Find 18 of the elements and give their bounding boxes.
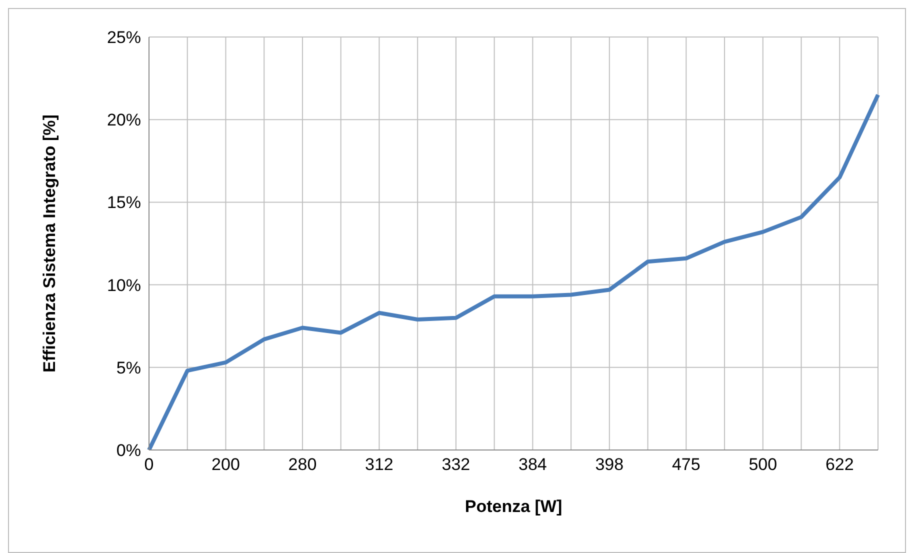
x-tick-label: 312 (365, 455, 394, 474)
x-tick-label: 475 (672, 455, 700, 474)
y-tick-label: 0% (116, 441, 141, 460)
x-tick-label: 200 (212, 455, 240, 474)
x-tick-label: 622 (825, 455, 854, 474)
x-tick-label: 280 (288, 455, 317, 474)
y-tick-label: 10% (106, 276, 141, 295)
x-tick-label: 500 (748, 455, 778, 474)
x-tick-label: 384 (518, 455, 547, 474)
x-tick-label: 0 (144, 455, 154, 474)
y-tick-label: 5% (116, 358, 141, 378)
x-tick-label: 332 (442, 455, 470, 474)
x-axis-title: Potenza [W] (464, 497, 562, 516)
y-tick-label: 25% (106, 28, 141, 48)
x-tick-label: 398 (595, 455, 624, 474)
y-axis-title: Efficienza Sistema Integrato [%] (40, 114, 60, 372)
y-tick-label: 20% (106, 110, 141, 130)
y-tick-label: 15% (106, 193, 141, 212)
